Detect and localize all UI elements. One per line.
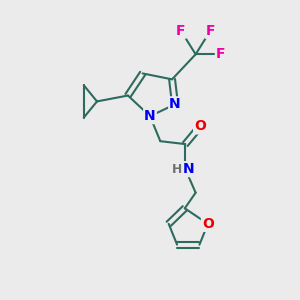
Text: N: N	[182, 162, 194, 176]
Text: F: F	[176, 24, 186, 38]
Text: F: F	[206, 24, 215, 38]
Text: N: N	[169, 98, 181, 111]
Text: O: O	[194, 119, 206, 134]
Text: O: O	[202, 217, 214, 231]
Text: H: H	[172, 163, 182, 176]
Text: N: N	[144, 109, 156, 123]
Text: F: F	[216, 47, 225, 61]
